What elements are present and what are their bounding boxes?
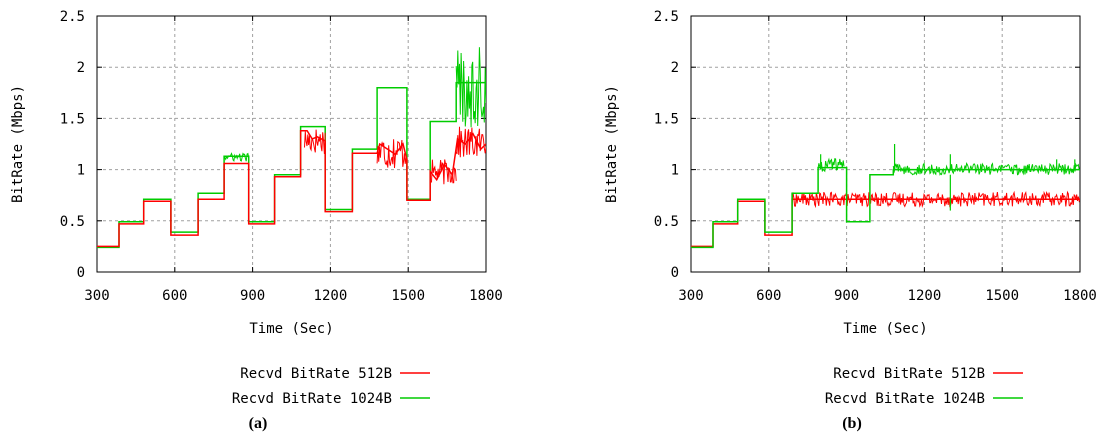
legend-label: Recvd BitRate 1024B bbox=[825, 391, 985, 407]
series-line bbox=[691, 198, 1080, 248]
series-noise bbox=[455, 47, 486, 128]
y-axis-label: BitRate (Mbps) bbox=[604, 85, 620, 203]
series-noise bbox=[791, 190, 1080, 209]
series-line bbox=[97, 81, 486, 249]
plot-frame bbox=[690, 15, 1081, 273]
plot-frame bbox=[96, 15, 487, 273]
y-tick-label: 2.5 bbox=[60, 9, 85, 25]
y-tick-label: 0.5 bbox=[60, 214, 85, 230]
x-tick-label: 900 bbox=[834, 288, 859, 304]
y-axis-label: BitRate (Mbps) bbox=[10, 85, 26, 203]
y-tick-label: 2 bbox=[671, 60, 679, 76]
x-tick-label: 1500 bbox=[391, 288, 425, 304]
x-axis-label: Time (Sec) bbox=[843, 321, 927, 337]
y-tick-label: 2 bbox=[77, 60, 85, 76]
panel-caption: (b) bbox=[842, 415, 862, 432]
y-tick-label: 1.5 bbox=[60, 111, 85, 127]
x-tick-label: 600 bbox=[162, 288, 187, 304]
series-512b bbox=[691, 190, 1080, 248]
y-tick-label: 1 bbox=[77, 163, 85, 179]
x-tick-label: 1200 bbox=[314, 288, 348, 304]
series-1024b bbox=[97, 47, 486, 249]
chart-panel-b: 300 600 900 1200 1500 1800 0 0.5 1 1.5 2 2.5 Time (S… bbox=[604, 9, 1097, 432]
y-tick-label: 0 bbox=[671, 265, 679, 281]
x-tick-label: 1200 bbox=[908, 288, 942, 304]
x-axis-label: Time (Sec) bbox=[249, 321, 333, 337]
x-tick-label: 1800 bbox=[1063, 288, 1097, 304]
series-noise bbox=[304, 129, 326, 155]
series-noise bbox=[817, 157, 845, 173]
y-tick-label: 1 bbox=[671, 163, 679, 179]
series-noise bbox=[431, 159, 457, 185]
panel-caption: (a) bbox=[249, 415, 268, 432]
y-tick-label: 2.5 bbox=[654, 9, 679, 25]
series-512b bbox=[97, 126, 486, 248]
series-noise bbox=[376, 139, 408, 169]
x-tick-label: 300 bbox=[678, 288, 703, 304]
y-tick-label: 1.5 bbox=[654, 111, 679, 127]
x-tick-label: 1500 bbox=[985, 288, 1019, 304]
x-tick-label: 600 bbox=[756, 288, 781, 304]
legend-label: Recvd BitRate 512B bbox=[240, 366, 392, 382]
series-noise bbox=[892, 162, 1080, 176]
x-tick-label: 1800 bbox=[469, 288, 503, 304]
y-tick-label: 0 bbox=[77, 265, 85, 281]
legend-label: Recvd BitRate 1024B bbox=[232, 391, 392, 407]
series-line bbox=[691, 166, 1080, 249]
series-noise bbox=[223, 152, 250, 163]
legend-label: Recvd BitRate 512B bbox=[833, 366, 985, 382]
x-tick-label: 900 bbox=[240, 288, 265, 304]
x-tick-label: 300 bbox=[84, 288, 109, 304]
series-noise bbox=[455, 126, 486, 158]
y-tick-label: 0.5 bbox=[654, 214, 679, 230]
series-line bbox=[97, 129, 486, 248]
chart-panel-a: 300 600 900 1200 1500 1800 0 0.5 1 1.5 2 2.5 Time (S… bbox=[10, 9, 503, 432]
series-1024b bbox=[691, 144, 1080, 249]
